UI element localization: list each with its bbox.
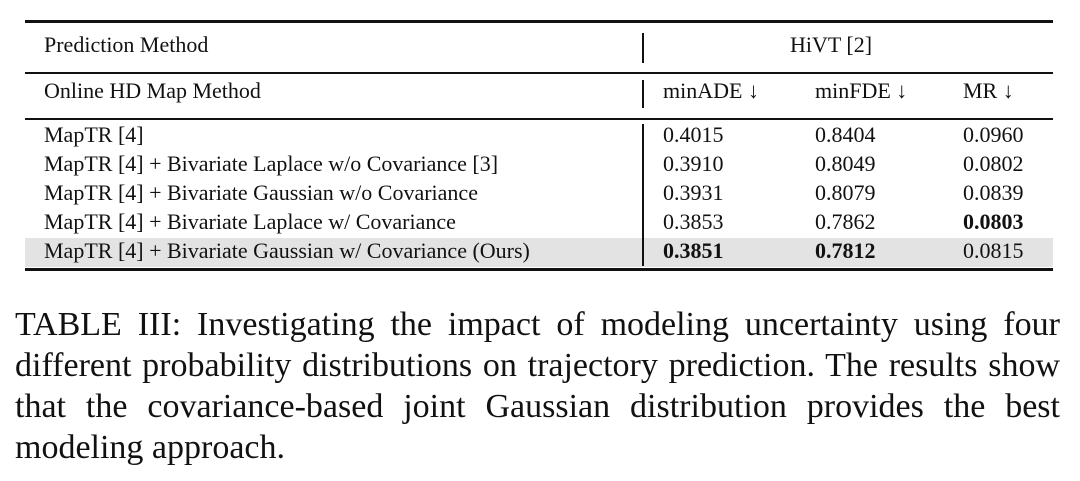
table-row-method-ours: MapTR [4] + Bivariate Gaussian w/ Covari… [44, 238, 530, 263]
table-cell-mr: 0.0960 [963, 122, 1024, 147]
column-divider [642, 80, 644, 108]
column-divider [642, 33, 644, 63]
table-cell-minfde-best: 0.7812 [815, 238, 876, 263]
column-divider [642, 124, 644, 266]
table-body-rule [25, 118, 1053, 120]
table-cell-minade: 0.3910 [663, 151, 724, 176]
table-cell-minfde: 0.8049 [815, 151, 876, 176]
table-row-method: MapTR [4] + Bivariate Gaussian w/o Covar… [44, 180, 478, 205]
table-cell-mr: 0.0815 [963, 238, 1024, 263]
table-caption: TABLE III: Investigating the impact of m… [15, 306, 1060, 466]
table-top-rule [25, 20, 1053, 23]
header-minade: minADE ↓ [663, 78, 759, 103]
table-cell-mr-best: 0.0803 [963, 209, 1024, 234]
table-bottom-rule [25, 268, 1053, 271]
header-prediction-method: Prediction Method [44, 32, 209, 57]
table-cell-minfde: 0.8404 [815, 122, 876, 147]
header-online-hd-map-method: Online HD Map Method [44, 78, 261, 103]
header-mr: MR ↓ [963, 78, 1014, 103]
table-header-rule [25, 72, 1053, 74]
table-cell-minade: 0.3853 [663, 209, 724, 234]
table-cell-minade: 0.4015 [663, 122, 724, 147]
table-row-method: MapTR [4] + Bivariate Laplace w/ Covaria… [44, 209, 456, 234]
table-row-method: MapTR [4] + Bivariate Laplace w/o Covari… [44, 151, 499, 176]
header-hivt: HiVT [2] [790, 32, 873, 57]
table-cell-mr: 0.0802 [963, 151, 1024, 176]
table-cell-minade: 0.3931 [663, 180, 724, 205]
table-cell-mr: 0.0839 [963, 180, 1024, 205]
table-row-method: MapTR [4] [44, 122, 144, 147]
table-cell-minfde: 0.8079 [815, 180, 876, 205]
highlighted-row-background [25, 238, 1053, 267]
table-cell-minade-best: 0.3851 [663, 238, 724, 263]
header-minfde: minFDE ↓ [815, 78, 908, 103]
table-cell-minfde: 0.7862 [815, 209, 876, 234]
